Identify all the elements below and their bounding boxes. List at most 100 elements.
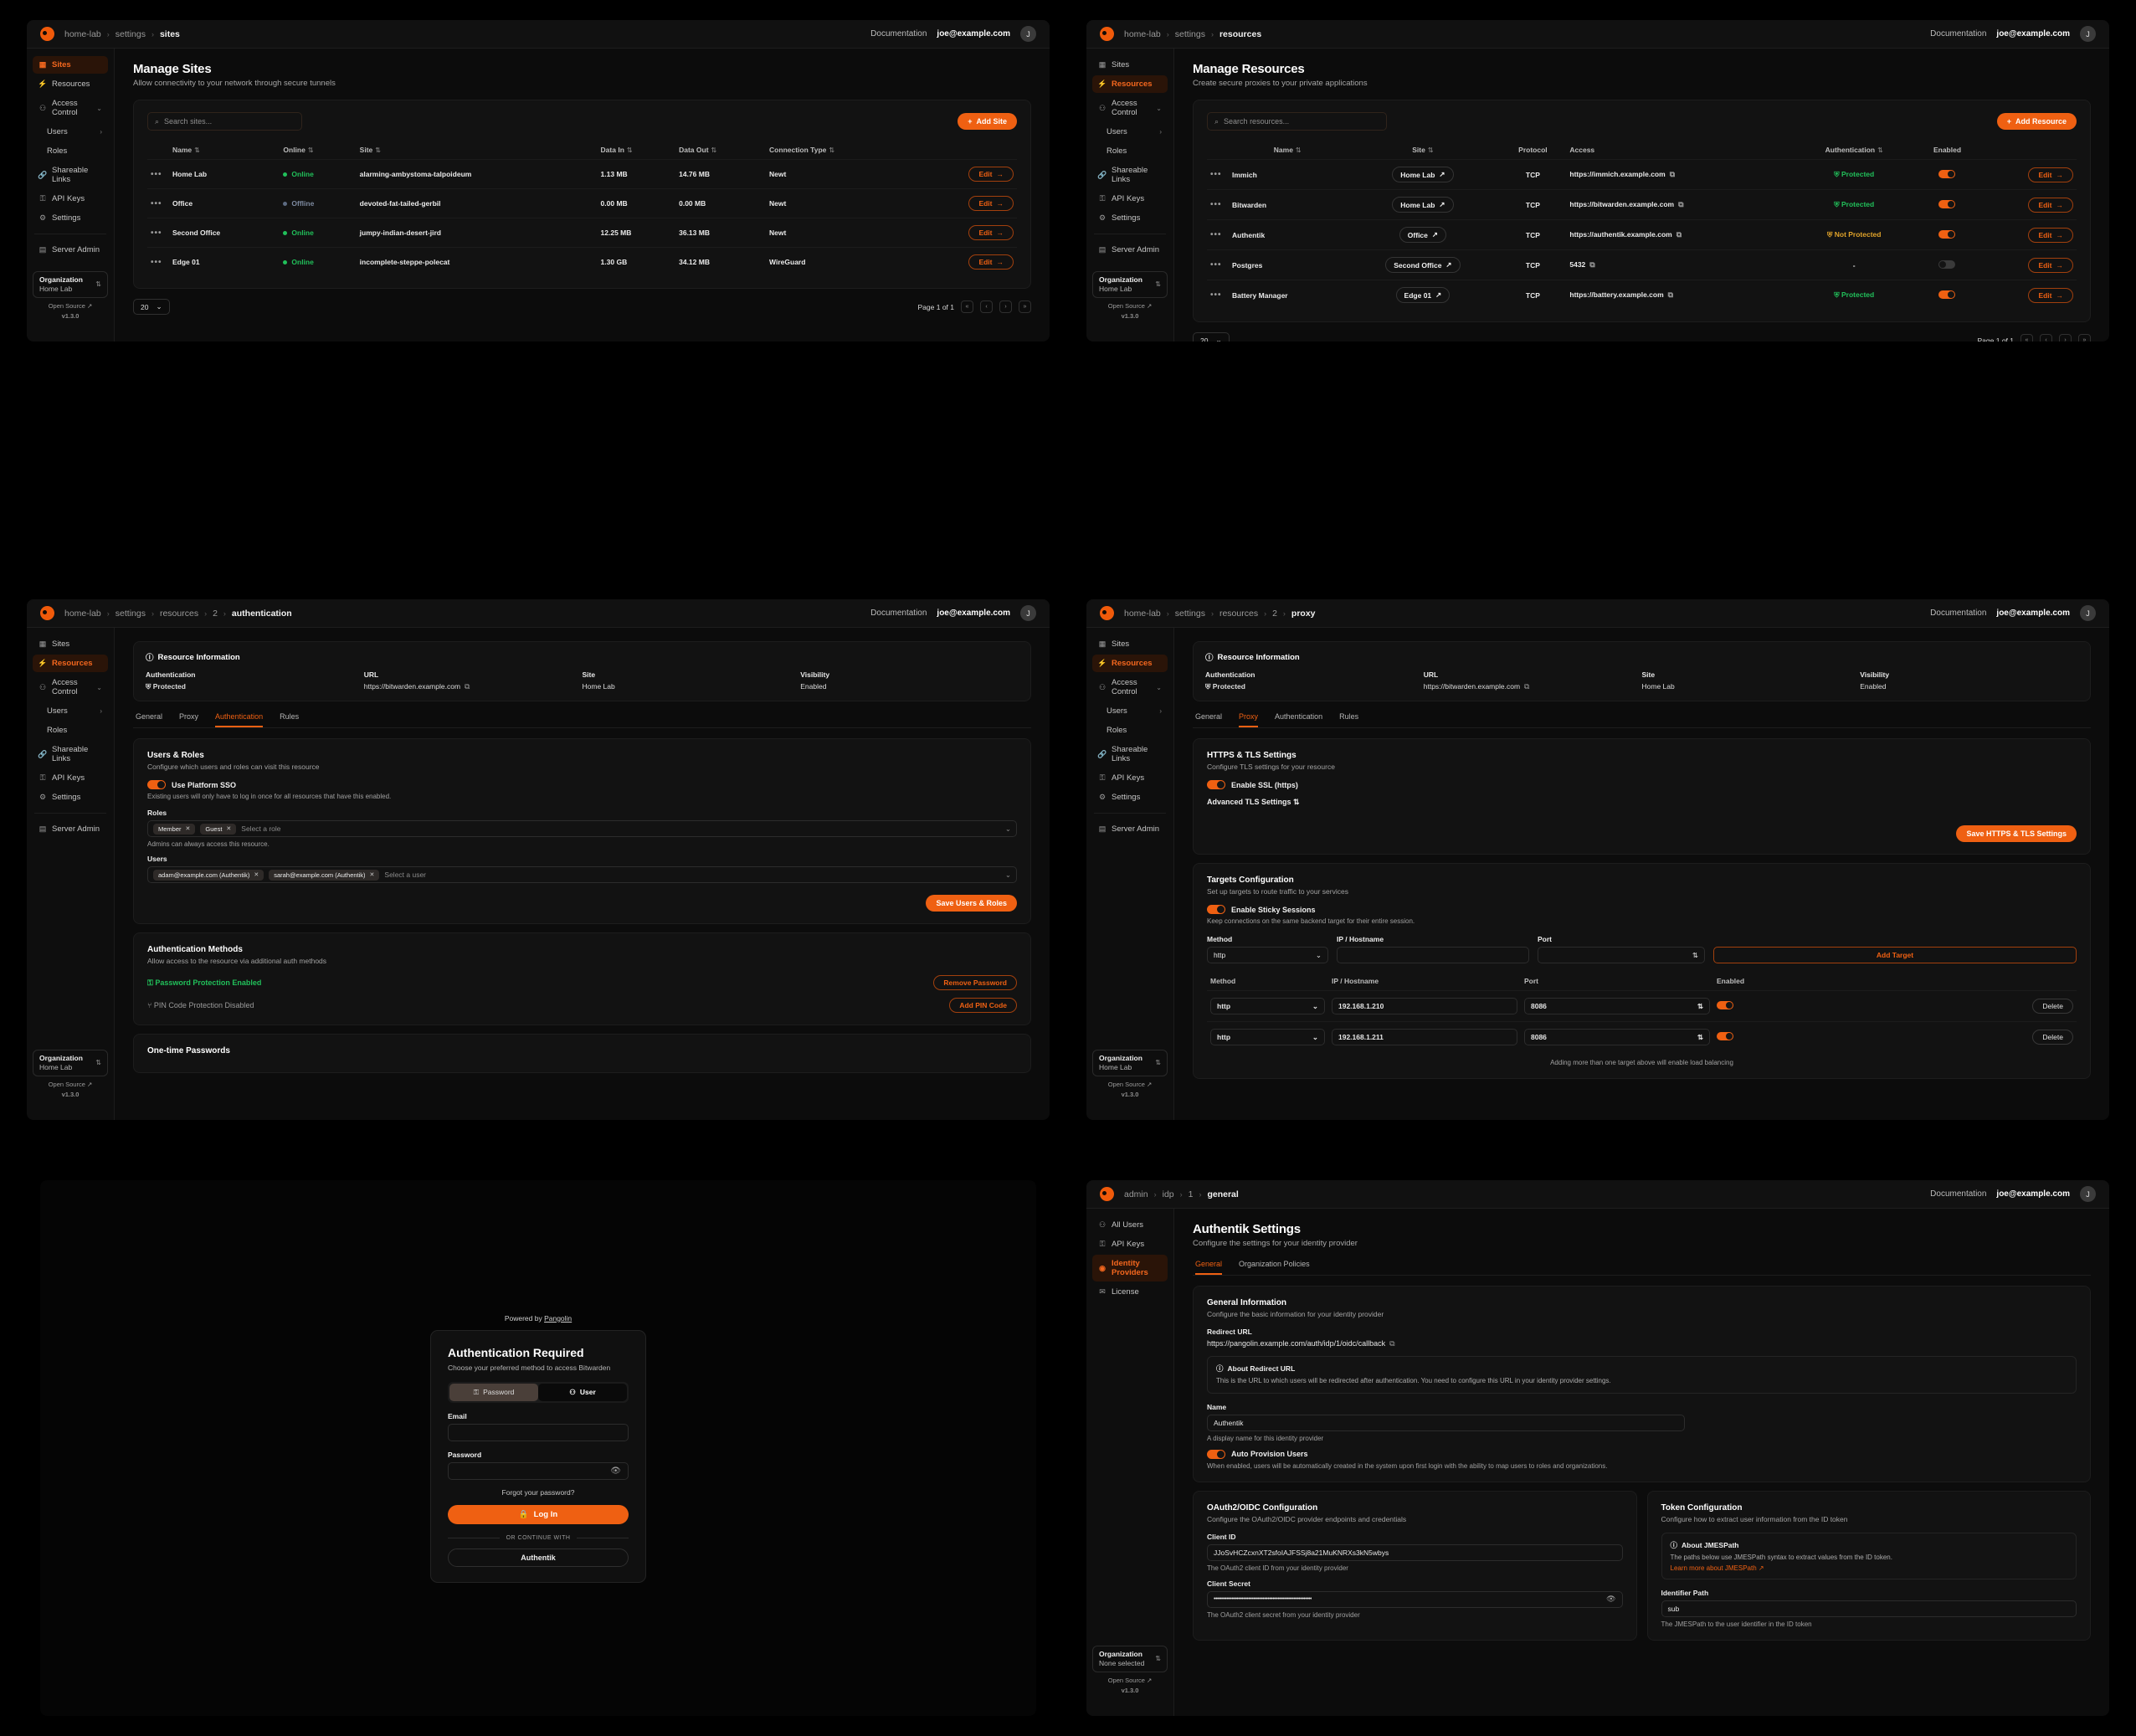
tab-rules[interactable]: Rules — [1339, 712, 1359, 721]
column-header-access[interactable]: Access — [1566, 141, 1794, 160]
sidebar-item-sites[interactable]: ▦ Sites — [33, 56, 108, 74]
sidebar-item-roles[interactable]: Roles — [1092, 142, 1168, 160]
identifier-path-field[interactable]: sub — [1661, 1600, 2077, 1618]
sidebar-item-roles[interactable]: Roles — [33, 722, 108, 739]
password-field[interactable]: 👁 — [448, 1461, 629, 1480]
close-icon[interactable]: ✕ — [226, 826, 232, 832]
last-page-button[interactable]: » — [1019, 300, 1031, 313]
add-resource-button[interactable]: + Add Resource — [1996, 113, 2077, 130]
table-row[interactable]: ••• Second Office Online jumpy-indian-de… — [147, 218, 1017, 248]
tab-general[interactable]: General — [1195, 712, 1223, 721]
edit-button[interactable]: Edit → — [2028, 227, 2073, 243]
open-source-link[interactable]: Open Source ↗ — [1092, 1677, 1168, 1684]
copy-icon[interactable]: ⧉ — [1524, 682, 1530, 691]
organization-select[interactable]: Organization Home Lab ⇅ — [33, 1049, 108, 1076]
organization-select[interactable]: Organization Home Lab ⇅ — [33, 270, 108, 298]
row-menu-icon[interactable]: ••• — [1207, 249, 1229, 280]
table-row[interactable]: ••• Home Lab Online alarming-ambystoma-t… — [147, 159, 1017, 189]
row-menu-icon[interactable]: ••• — [147, 218, 169, 248]
save-tls-settings-button[interactable]: Save HTTPS & TLS Settings — [1956, 825, 2077, 842]
site-chip[interactable]: Second Office ↗ — [1385, 257, 1461, 273]
tab-authentication[interactable]: Authentication — [1275, 712, 1323, 721]
sidebar-item-roles[interactable]: Roles — [1092, 722, 1168, 739]
delete-target-button[interactable]: Delete — [2032, 1030, 2073, 1045]
edit-button[interactable]: Edit → — [2028, 167, 2073, 182]
chevron-down-icon[interactable]: ⌄ — [1004, 870, 1011, 879]
enabled-toggle[interactable] — [1938, 259, 1956, 269]
page-size-select[interactable]: 20 ⌄ — [1193, 332, 1230, 342]
enabled-toggle[interactable] — [1938, 290, 1956, 299]
breadcrumb-item[interactable]: settings — [1174, 28, 1205, 39]
site-chip[interactable]: Office ↗ — [1399, 227, 1447, 243]
client-id-field[interactable]: JJoSvHCZcxnXT2sfoIAJFSSj8a21MuKNRXs3kN5w… — [1207, 1543, 1623, 1561]
breadcrumb-item[interactable]: settings — [115, 28, 146, 39]
table-row[interactable]: ••• Battery Manager Edge 01 ↗ TCP https:/… — [1207, 280, 2077, 310]
sidebar-item-shareable-links[interactable]: 🔗 Shareable Links — [1092, 162, 1168, 188]
add-site-button[interactable]: + Add Site — [958, 113, 1017, 130]
stepper-icon[interactable]: ⇅ — [1697, 1001, 1703, 1010]
copy-icon[interactable]: ⧉ — [1667, 290, 1674, 299]
users-select[interactable]: adam@example.com (Authentik) ✕ sarah@exam… — [147, 866, 1017, 883]
sidebar-item-settings[interactable]: ⚙ Settings — [1092, 209, 1168, 227]
sticky-sessions-toggle[interactable] — [1207, 905, 1225, 914]
tab-proxy[interactable]: Proxy — [1239, 712, 1259, 727]
pangolin-link[interactable]: Pangolin — [544, 1313, 573, 1323]
tab-authentication[interactable]: Authentication — [215, 712, 264, 727]
sidebar-item-resources[interactable]: ⚡ Resources — [1092, 655, 1168, 672]
row-menu-icon[interactable]: ••• — [147, 247, 169, 276]
client-secret-field[interactable]: ••••••••••••••••••••••••••••••••••••••••… — [1207, 1590, 1623, 1608]
tab-proxy[interactable]: Proxy — [179, 712, 199, 721]
organization-switcher[interactable]: Organization Home Lab ⇅ Open Source ↗ v1.… — [1092, 1049, 1168, 1098]
sidebar-item-access-control[interactable]: ⚇ Access Control ⌄ — [1092, 95, 1168, 121]
remove-password-button[interactable]: Remove Password — [933, 975, 1017, 990]
copy-icon[interactable]: ⧉ — [1676, 230, 1682, 239]
target-port-input[interactable]: 8086 ⇅ — [1524, 998, 1710, 1014]
organization-switcher[interactable]: Organization Home Lab ⇅ Open Source ↗ v1.… — [33, 270, 108, 320]
row-menu-icon[interactable]: ••• — [1207, 189, 1229, 220]
documentation-link[interactable]: Documentation — [1930, 1189, 1987, 1199]
avatar[interactable]: J — [1020, 26, 1036, 42]
copy-icon[interactable]: ⧉ — [1678, 200, 1684, 208]
edit-button[interactable]: Edit → — [2028, 257, 2073, 273]
sidebar-item-users[interactable]: Users › — [1092, 702, 1168, 720]
target-enabled-toggle[interactable] — [1717, 1001, 1733, 1009]
user-tag[interactable]: adam@example.com (Authentik) ✕ — [153, 869, 264, 881]
column-header-connection-type[interactable]: Connection Type ⇅ — [766, 141, 912, 160]
name-field[interactable]: Authentik — [1207, 1414, 1686, 1431]
sidebar-item-users[interactable]: Users › — [1092, 123, 1168, 141]
breadcrumb[interactable]: home-lab › settings › resources — [1124, 29, 1261, 39]
close-icon[interactable]: ✕ — [254, 872, 259, 878]
prev-page-button[interactable]: ‹ — [2040, 334, 2052, 342]
sidebar-item-server-admin[interactable]: ▤ Server Admin — [1092, 241, 1168, 259]
target-enabled-toggle[interactable] — [1717, 1032, 1733, 1040]
breadcrumb-item[interactable]: 1 — [1188, 1189, 1194, 1199]
forgot-password-link[interactable]: Forgot your password? — [501, 1487, 575, 1497]
breadcrumb-item[interactable]: idp — [1162, 1189, 1174, 1199]
column-header-enabled[interactable]: Enabled — [1914, 141, 1980, 160]
stepper-icon[interactable]: ⇅ — [1697, 1032, 1703, 1041]
avatar[interactable]: J — [2080, 26, 2096, 42]
next-page-button[interactable]: › — [999, 300, 1012, 313]
new-target-port-input[interactable]: ⇅ — [1538, 947, 1705, 963]
breadcrumb-item[interactable]: home-lab — [1124, 28, 1161, 39]
column-header-name[interactable]: Name ⇅ — [1229, 141, 1347, 160]
sidebar-item-server-admin[interactable]: ▤ Server Admin — [1092, 820, 1168, 838]
enabled-toggle[interactable] — [1938, 229, 1956, 239]
column-header-authentication[interactable]: Authentication ⇅ — [1793, 141, 1915, 160]
search-input[interactable]: ⌕ Search resources... — [1207, 112, 1387, 131]
avatar[interactable]: J — [2080, 1186, 2096, 1202]
open-source-link[interactable]: Open Source ↗ — [1092, 302, 1168, 310]
sidebar-item-resources[interactable]: ⚡ Resources — [33, 75, 108, 93]
first-page-button[interactable]: « — [2020, 334, 2033, 342]
edit-button[interactable]: Edit → — [968, 225, 1014, 240]
breadcrumb[interactable]: home-lab › settings › resources › 2 › authen… — [64, 609, 292, 619]
column-header-data-out[interactable]: Data Out ⇅ — [675, 141, 767, 160]
breadcrumb-item[interactable]: home-lab — [1124, 608, 1161, 619]
sidebar-item-sites[interactable]: ▦ Sites — [33, 635, 108, 653]
sidebar-item-server-admin[interactable]: ▤ Server Admin — [33, 241, 108, 259]
breadcrumb[interactable]: home-lab › settings › sites — [64, 29, 180, 39]
copy-icon[interactable]: ⧉ — [1669, 170, 1676, 178]
sso-authentik-button[interactable]: Authentik — [448, 1548, 629, 1567]
sidebar-item-users[interactable]: Users › — [33, 123, 108, 141]
tab-general[interactable]: General — [136, 712, 163, 721]
